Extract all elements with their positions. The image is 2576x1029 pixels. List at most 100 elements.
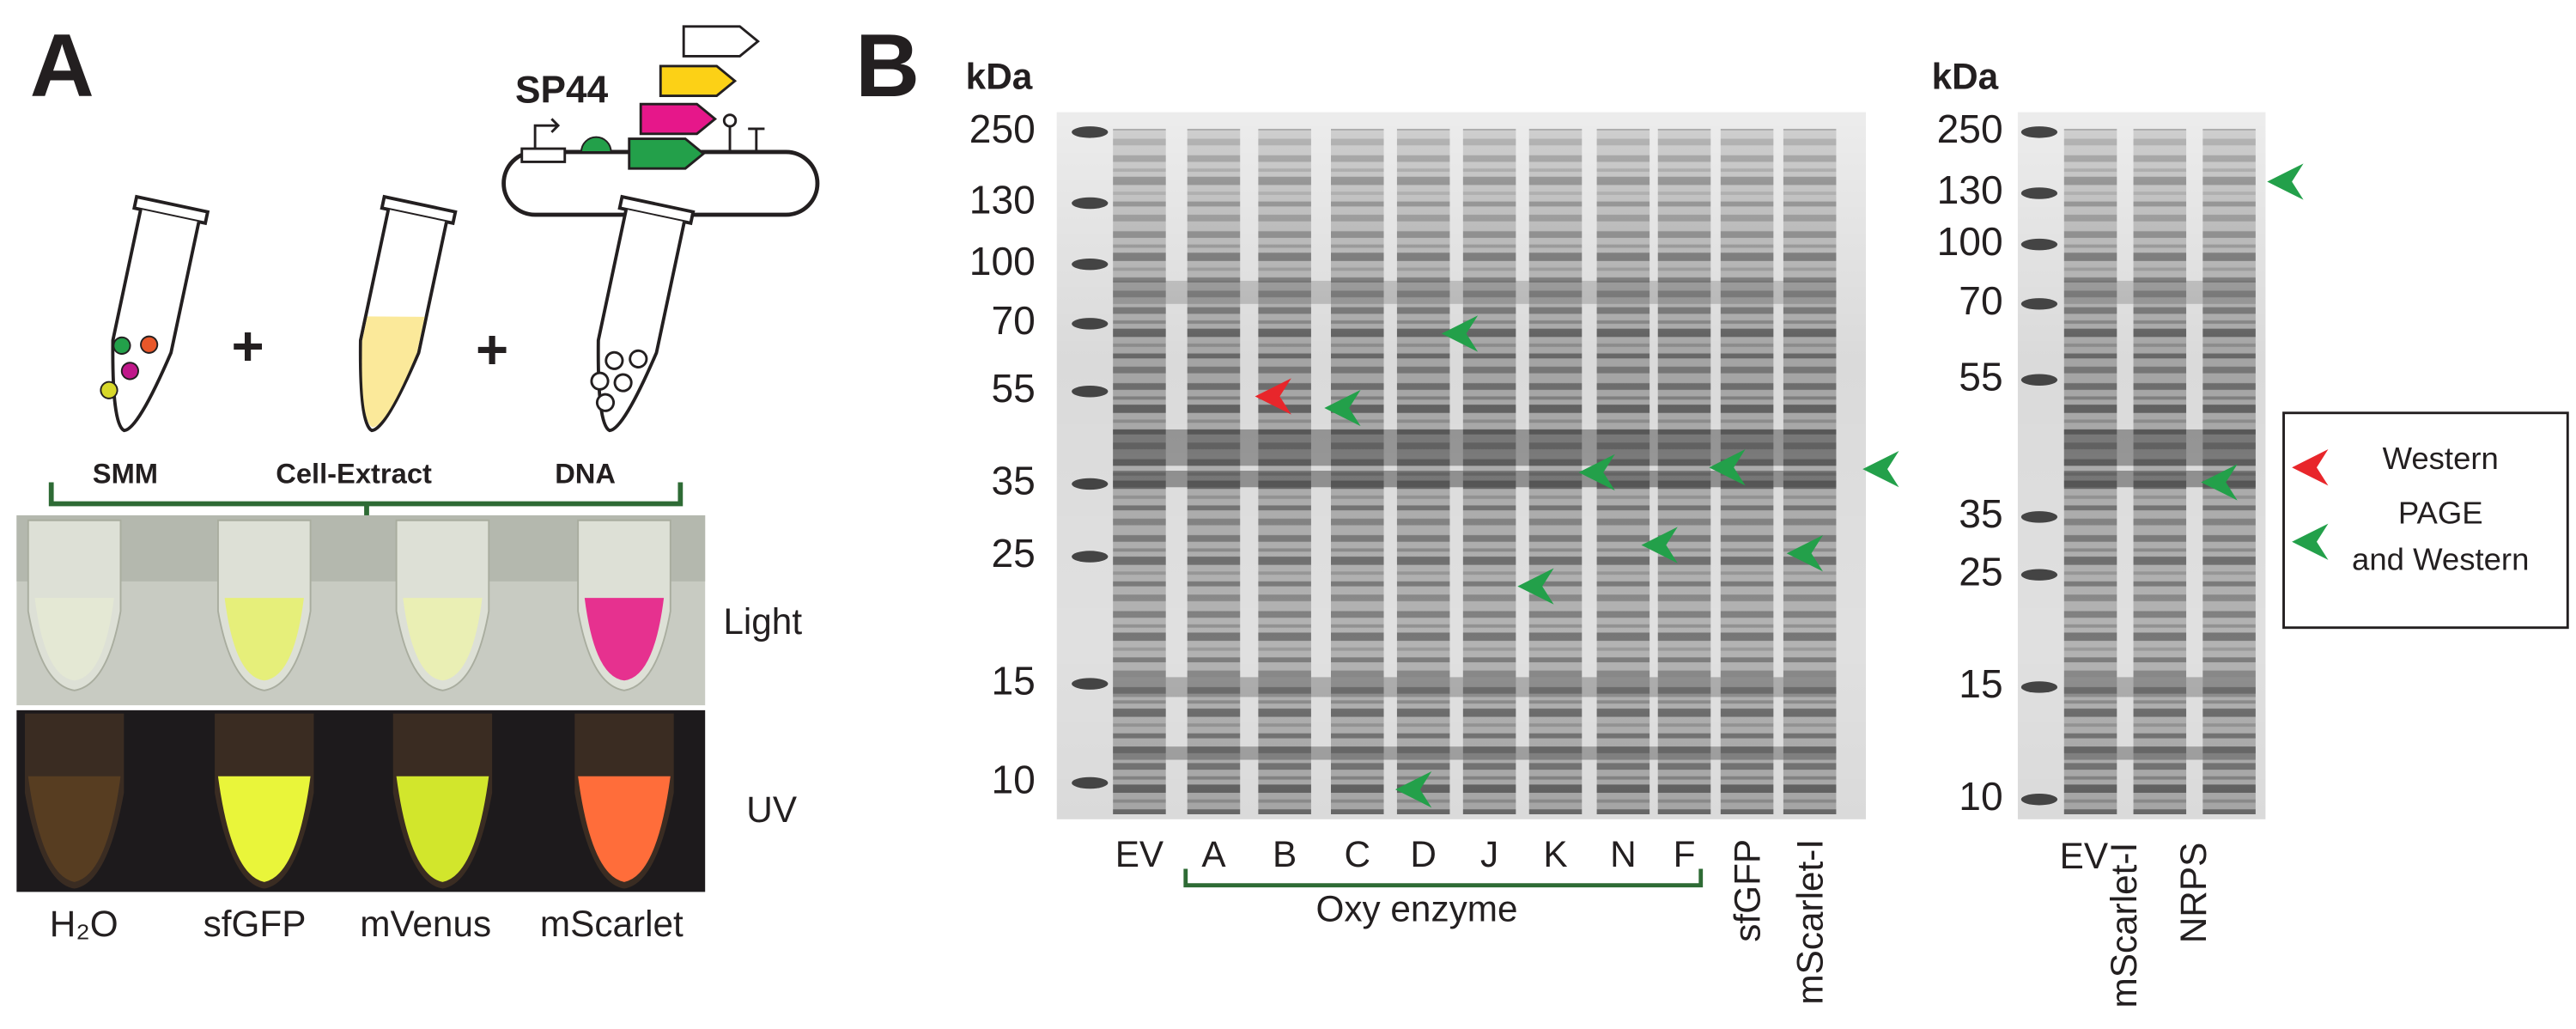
tube xyxy=(358,194,458,433)
marker-label: 10 xyxy=(991,758,1035,802)
lane-label: A xyxy=(1201,834,1226,874)
marker-label: 130 xyxy=(1937,167,2003,212)
marker-band xyxy=(2020,681,2058,693)
gene-white xyxy=(682,25,761,58)
lane-label: mScarlet-I xyxy=(2104,843,2144,1008)
dna-circle xyxy=(590,371,610,391)
marker-band xyxy=(1072,126,1109,138)
component-label: Cell-Extract xyxy=(276,457,432,489)
tube-liquid-light xyxy=(34,598,114,681)
lane-label: N xyxy=(1610,834,1637,874)
marker-label: 35 xyxy=(1959,491,2002,536)
lane-label: EV xyxy=(2060,836,2109,876)
lane-label: EV xyxy=(1115,834,1164,874)
condition-label: UV xyxy=(746,789,798,830)
legend-label: PAGE xyxy=(2398,496,2483,531)
tube xyxy=(590,194,696,433)
marker-band xyxy=(2020,511,2058,523)
arrowhead xyxy=(2267,163,2304,200)
marker-band xyxy=(2020,126,2058,138)
marker-label: 55 xyxy=(1959,354,2002,399)
arrowhead xyxy=(1862,450,1899,488)
arrowhead xyxy=(1394,771,1432,808)
tube-liquid-uv xyxy=(396,776,489,882)
marker-band xyxy=(2020,374,2058,387)
tube-body xyxy=(111,209,201,433)
marker-label: 15 xyxy=(991,658,1035,703)
legend-label: and Western xyxy=(2352,541,2529,576)
tube-liquid-uv xyxy=(578,776,671,882)
plus-sign: + xyxy=(476,318,508,381)
promoter xyxy=(520,147,567,163)
lane-label: K xyxy=(1543,834,1567,874)
arrowhead xyxy=(2292,449,2329,486)
dna-circle xyxy=(605,350,624,370)
dna-circle xyxy=(613,373,633,393)
group-bracket xyxy=(1183,868,1704,888)
marker-label: 250 xyxy=(1937,107,2003,151)
terminators xyxy=(728,125,765,152)
marker-band xyxy=(1072,318,1109,330)
lane-label: C xyxy=(1344,834,1370,874)
plus-sign: + xyxy=(231,314,264,377)
legend-label: Western xyxy=(2383,441,2499,476)
dna-circle xyxy=(595,393,616,412)
arrowhead xyxy=(2201,464,2238,501)
lane-label: sfGFP xyxy=(1728,839,1768,942)
tube-liquid-uv xyxy=(217,776,311,882)
sample-label: sfGFP xyxy=(204,904,307,944)
marker-label: 100 xyxy=(1937,219,2003,264)
gene-magenta xyxy=(639,102,718,136)
molecule xyxy=(100,381,118,399)
terminator-head xyxy=(722,113,738,128)
marker-label: 70 xyxy=(1959,278,2002,323)
lane-label: mScarlet-I xyxy=(1790,839,1831,1005)
tube xyxy=(100,194,210,433)
marker-label: 35 xyxy=(991,459,1035,503)
sample-label: H₂O xyxy=(50,904,118,944)
marker-band xyxy=(2020,569,2058,581)
tube-liquid-light xyxy=(403,598,483,681)
arrowhead xyxy=(2292,523,2329,560)
promoter-arrow xyxy=(533,118,561,149)
marker-label: 25 xyxy=(991,531,1035,575)
lane-label: F xyxy=(1674,834,1696,874)
arrowhead xyxy=(1517,568,1554,605)
condition-label: Light xyxy=(723,601,802,642)
marker-band xyxy=(1072,478,1109,490)
lane-label: NRPS xyxy=(2173,843,2214,944)
rbs xyxy=(580,136,612,153)
marker-label: 15 xyxy=(1959,661,2002,706)
tube-liquid xyxy=(361,316,425,428)
arrowhead xyxy=(1709,449,1746,486)
marker-band xyxy=(1072,551,1109,563)
marker-band xyxy=(2020,187,2058,199)
marker-band xyxy=(2020,793,2058,806)
marker-band xyxy=(1072,776,1109,789)
tube-liquid-light xyxy=(584,598,665,681)
group-label: Oxy enzyme xyxy=(1315,889,1517,929)
gene-yellow xyxy=(659,64,738,97)
sample-label: mScarlet xyxy=(540,904,683,944)
dna-circle xyxy=(629,349,648,368)
marker-label: 10 xyxy=(1959,774,2002,819)
marker-label: 55 xyxy=(991,366,1035,411)
marker-band xyxy=(1072,678,1109,690)
gene-green xyxy=(628,137,706,170)
molecule xyxy=(140,335,159,354)
sample-label: mVenus xyxy=(360,904,491,944)
marker-label: 25 xyxy=(1959,549,2002,594)
marker-label: 70 xyxy=(991,298,1035,343)
marker-band xyxy=(2020,238,2058,251)
panel-label: A xyxy=(30,16,94,116)
plasmid-name: SP44 xyxy=(515,69,609,111)
molecule xyxy=(120,362,139,381)
arrowhead xyxy=(1441,315,1479,352)
unit-label: kDa xyxy=(966,56,1033,96)
legend-box xyxy=(2282,411,2569,630)
tube-liquid-uv xyxy=(27,776,121,882)
arrowhead xyxy=(1641,527,1678,563)
arrowhead xyxy=(1578,454,1615,491)
gel-fade xyxy=(1056,112,1867,819)
